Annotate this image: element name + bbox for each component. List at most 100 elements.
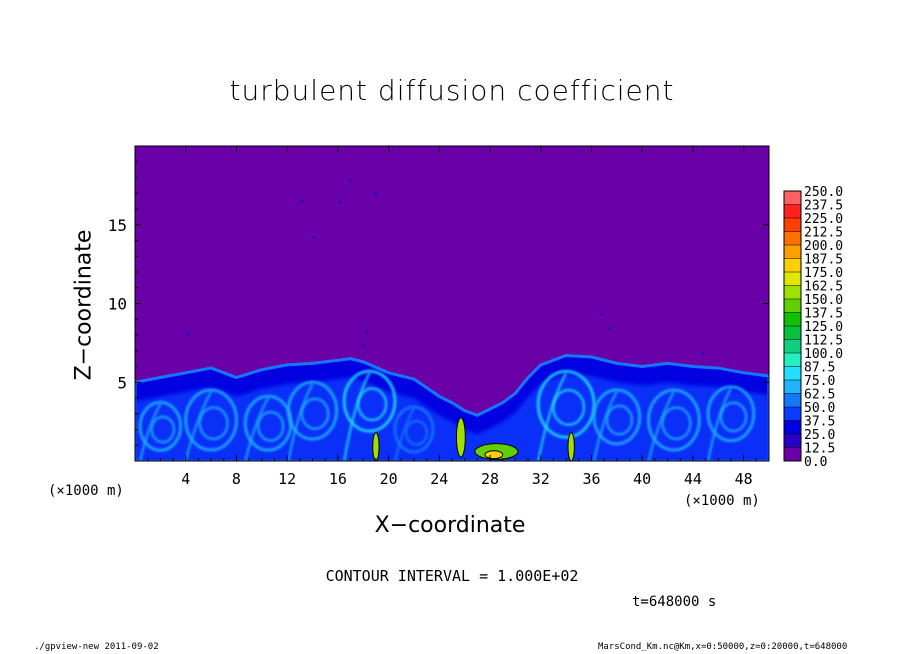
turbulent-field-layer <box>135 179 769 461</box>
speck-3 <box>312 235 316 239</box>
eddy-arm <box>706 387 733 461</box>
colorbar-segment <box>784 191 801 205</box>
eddy-arm <box>287 383 314 461</box>
colorbar-label: 112.5 <box>804 334 843 349</box>
x-tick-label: 40 <box>633 470 651 488</box>
colorbar-label: 12.5 <box>804 442 835 457</box>
colorbar-segment <box>784 299 801 313</box>
eddy-core <box>300 397 330 430</box>
colorbar-segment <box>784 204 801 218</box>
speck-8 <box>361 344 365 348</box>
colorbar-segment <box>784 339 801 353</box>
x-tick-label: 16 <box>329 470 347 488</box>
speck-10 <box>607 327 611 331</box>
colorbar-label: 187.5 <box>804 253 843 268</box>
colorbar-segment <box>784 353 801 367</box>
eddy-ring <box>536 369 596 439</box>
speck-1 <box>186 333 190 337</box>
eddy-arm <box>647 391 676 461</box>
x-axis-label: X−coordinate <box>374 513 526 538</box>
colorbar-label: 162.5 <box>804 280 843 295</box>
x-tick-label: 44 <box>684 470 702 488</box>
eddy-core <box>605 404 634 436</box>
y-axis-label: Z−coordinate <box>71 229 97 381</box>
colorbar: 0.012.525.037.550.062.575.087.5100.0112.… <box>783 185 843 470</box>
colorbar-segment <box>784 218 801 232</box>
colorbar-segment <box>784 312 801 326</box>
y-tick-label: 15 <box>108 216 127 235</box>
colorbar-label: 37.5 <box>804 415 835 430</box>
eddy-arm <box>342 372 371 461</box>
eddy-arm <box>138 403 162 461</box>
speck-11 <box>701 352 705 356</box>
colorbar-segment <box>784 285 801 299</box>
x-tick-label: 20 <box>380 470 398 488</box>
colorbar-segment <box>784 366 801 380</box>
y-tick-label: 5 <box>117 373 127 392</box>
eddy-ring <box>706 385 756 443</box>
y-axis-ticks: 5 10 15 <box>108 161 769 446</box>
colorbar-label: 175.0 <box>804 266 843 281</box>
colorbar-segment <box>784 231 801 245</box>
speck-9 <box>600 312 604 317</box>
footer-data-source: MarsCond_Km.nc@Km,x=0:50000,z=0:20000,t=… <box>598 642 848 652</box>
eddy-ring <box>592 388 642 446</box>
colorbar-segment <box>784 420 801 434</box>
x-tick-label: 32 <box>532 470 550 488</box>
colorbar-segment <box>784 245 801 259</box>
x-unit-label-right: (×1000 m) <box>684 493 760 509</box>
eddy-10 <box>706 385 756 461</box>
speck-2 <box>300 199 304 203</box>
y-tick-label: 10 <box>108 295 127 314</box>
eddy-ring <box>138 400 183 452</box>
colorbar-label: 0.0 <box>804 455 827 470</box>
eddy-9 <box>647 388 701 461</box>
eddy-ring <box>342 369 397 433</box>
hot-spot-1 <box>372 432 380 461</box>
eddy-arm <box>592 390 618 461</box>
colorbar-label: 125.0 <box>804 320 843 335</box>
eddy-6 <box>393 405 435 461</box>
x-tick-label: 4 <box>181 470 190 488</box>
x-axis-ticks: 4 8 12 16 20 24 28 32 36 40 44 48 <box>147 146 757 488</box>
x-tick-label: 12 <box>278 470 296 488</box>
eddy-arm <box>536 372 568 461</box>
contour-interval-text: CONTOUR INTERVAL = 1.000E+02 <box>325 567 579 585</box>
eddy-core <box>198 406 229 441</box>
eddy-7 <box>536 369 596 461</box>
colorbar-segment <box>784 407 801 421</box>
eddy-core <box>256 410 285 442</box>
footer-program-info: ./gpview-new 2011-09-02 <box>34 642 159 652</box>
x-tick-label: 28 <box>481 470 499 488</box>
colorbar-label: 237.5 <box>804 199 843 214</box>
chart-title: turbulent diffusion coefficient <box>229 74 675 107</box>
x-tick-label: 48 <box>735 470 753 488</box>
colorbar-label: 87.5 <box>804 361 835 376</box>
eddy-ring <box>286 380 339 441</box>
colorbar-label: 250.0 <box>804 185 843 200</box>
colorbar-segment <box>784 258 801 272</box>
eddy-arm <box>184 391 213 461</box>
colorbar-segment <box>784 393 801 407</box>
eddy-4 <box>286 380 339 461</box>
eddy-core <box>150 415 176 444</box>
x-unit-label-left: (×1000 m) <box>48 483 124 499</box>
speck-5 <box>348 179 353 183</box>
eddy-5 <box>342 369 397 461</box>
colorbar-segment <box>784 380 801 394</box>
eddy-ring <box>393 405 435 454</box>
colorbar-label: 25.0 <box>804 428 835 443</box>
eddy-ring <box>647 388 701 452</box>
eddy-core <box>552 388 586 427</box>
colorbar-label: 150.0 <box>804 293 843 308</box>
eddy-arm <box>393 407 416 461</box>
colorbar-label: 62.5 <box>804 388 835 403</box>
colorbar-segment <box>784 272 801 286</box>
hot-spot-4 <box>484 450 504 460</box>
time-label: t=648000 s <box>632 594 717 610</box>
eddy-core <box>719 401 748 433</box>
colorbar-label: 212.5 <box>804 226 843 241</box>
eddy-arm <box>244 397 270 461</box>
